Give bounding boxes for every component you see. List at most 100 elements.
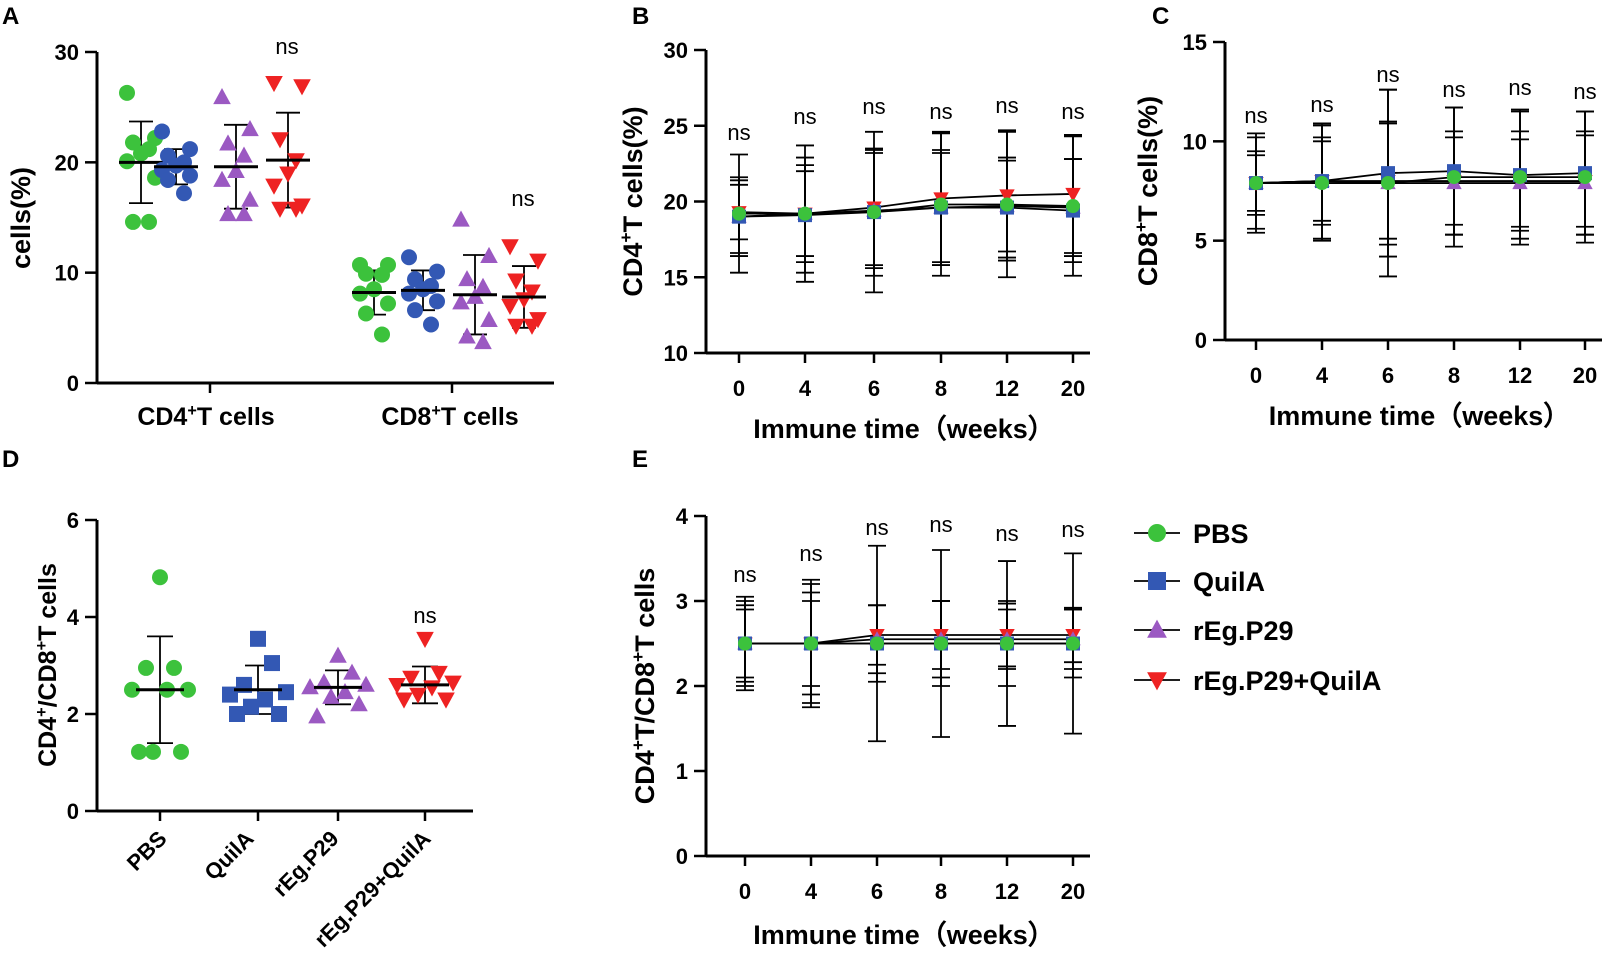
y-tick-label: 30 xyxy=(664,38,688,63)
legend-label: rEg.P29 xyxy=(1193,616,1294,646)
data-point xyxy=(160,171,176,188)
data-point xyxy=(131,743,147,760)
series-point xyxy=(1000,636,1014,651)
y-tick-label: 2 xyxy=(676,674,688,699)
data-point xyxy=(429,263,445,280)
x-tick-label: 12 xyxy=(1508,363,1532,388)
data-point xyxy=(182,141,198,158)
data-point xyxy=(329,646,347,663)
label-superscript: + xyxy=(616,232,636,242)
x-tick-label: 4 xyxy=(805,879,818,904)
x-category-label: PBS xyxy=(122,826,172,876)
data-point xyxy=(322,687,340,704)
data-point xyxy=(219,204,237,222)
data-point xyxy=(235,146,253,163)
x-axis-label: Immune time（weeks） xyxy=(753,920,1055,950)
data-point xyxy=(401,285,417,302)
legend-marker xyxy=(1148,524,1166,542)
data-point xyxy=(380,295,396,312)
data-point xyxy=(315,673,333,690)
data-point xyxy=(125,134,141,151)
y-tick-label: 20 xyxy=(664,190,688,215)
data-point xyxy=(423,316,439,333)
label-text: CD4 xyxy=(618,243,648,297)
x-tick-label: 12 xyxy=(995,376,1019,401)
series-point xyxy=(870,636,884,651)
data-point xyxy=(154,123,170,140)
y-tick-label: 15 xyxy=(664,265,688,290)
data-point xyxy=(474,277,492,294)
y-tick-label: 0 xyxy=(1195,328,1207,353)
series-point xyxy=(934,197,948,212)
series-point xyxy=(732,206,746,221)
label-text: T cells xyxy=(630,568,660,652)
data-point xyxy=(343,663,361,680)
x-tick-label: 8 xyxy=(935,376,947,401)
data-point xyxy=(271,132,289,149)
y-tick-label: 10 xyxy=(55,261,79,286)
significance-label: ns xyxy=(1508,75,1531,100)
x-tick-label: 20 xyxy=(1061,879,1085,904)
series-line xyxy=(1255,170,1586,184)
significance-label: ns xyxy=(511,186,534,211)
data-point xyxy=(227,161,245,179)
significance-label: ns xyxy=(733,562,756,587)
data-point xyxy=(264,655,280,672)
data-point xyxy=(402,670,420,687)
label-text: CD8 xyxy=(381,403,431,431)
label-text: T cells xyxy=(441,403,519,431)
label-superscript: + xyxy=(628,740,648,750)
data-point xyxy=(141,213,157,230)
label-superscript: + xyxy=(628,652,648,662)
label-text: T cells(%) xyxy=(1133,96,1163,222)
data-point xyxy=(124,681,140,698)
data-point xyxy=(265,75,283,93)
series-point xyxy=(1066,636,1080,651)
data-point xyxy=(474,332,492,350)
panel-letter: A xyxy=(2,3,19,30)
label-text: T cells xyxy=(197,403,275,431)
data-point xyxy=(293,79,311,96)
panel-letter: B xyxy=(632,3,649,30)
significance-label: ns xyxy=(862,94,885,119)
x-tick-label: 6 xyxy=(1382,363,1394,388)
y-tick-label: 0 xyxy=(67,799,79,824)
x-tick-label: 20 xyxy=(1061,376,1085,401)
x-tick-label: 6 xyxy=(871,879,883,904)
data-point xyxy=(250,630,266,647)
series-point xyxy=(738,636,752,651)
x-tick-label: 0 xyxy=(1250,363,1262,388)
series-point xyxy=(1381,166,1395,181)
significance-label: ns xyxy=(865,515,888,540)
y-tick-label: 0 xyxy=(676,844,688,869)
x-category-label: QuilA xyxy=(199,826,258,885)
legend-marker xyxy=(1147,672,1167,691)
series-line xyxy=(1256,176,1585,184)
y-tick-label: 2 xyxy=(67,702,79,727)
series-point xyxy=(1447,170,1461,185)
data-point xyxy=(374,266,390,283)
data-point xyxy=(219,134,237,151)
y-tick-label: 4 xyxy=(676,504,689,529)
label-text: CD4 xyxy=(137,403,187,431)
data-point xyxy=(409,687,427,704)
series-point xyxy=(804,636,818,651)
data-point xyxy=(213,88,231,105)
y-axis-label: CD4+/CD8+T cells xyxy=(33,563,62,767)
series-point xyxy=(999,189,1015,204)
label-text: CD4 xyxy=(34,717,62,767)
panel-letter: D xyxy=(2,446,19,473)
data-point xyxy=(152,569,168,586)
significance-label: ns xyxy=(995,93,1018,118)
significance-label: ns xyxy=(995,521,1018,546)
label-text: T cells xyxy=(34,563,62,641)
data-point xyxy=(301,678,319,695)
series-point xyxy=(1249,176,1263,191)
legend-item: rEg.P29+QuilA xyxy=(1134,666,1381,696)
label-text: cells(%) xyxy=(6,167,36,269)
legend: PBS QuilA rEg.P29 rEg.P29+QuilA xyxy=(1134,519,1381,696)
x-tick-label: 0 xyxy=(733,376,745,401)
